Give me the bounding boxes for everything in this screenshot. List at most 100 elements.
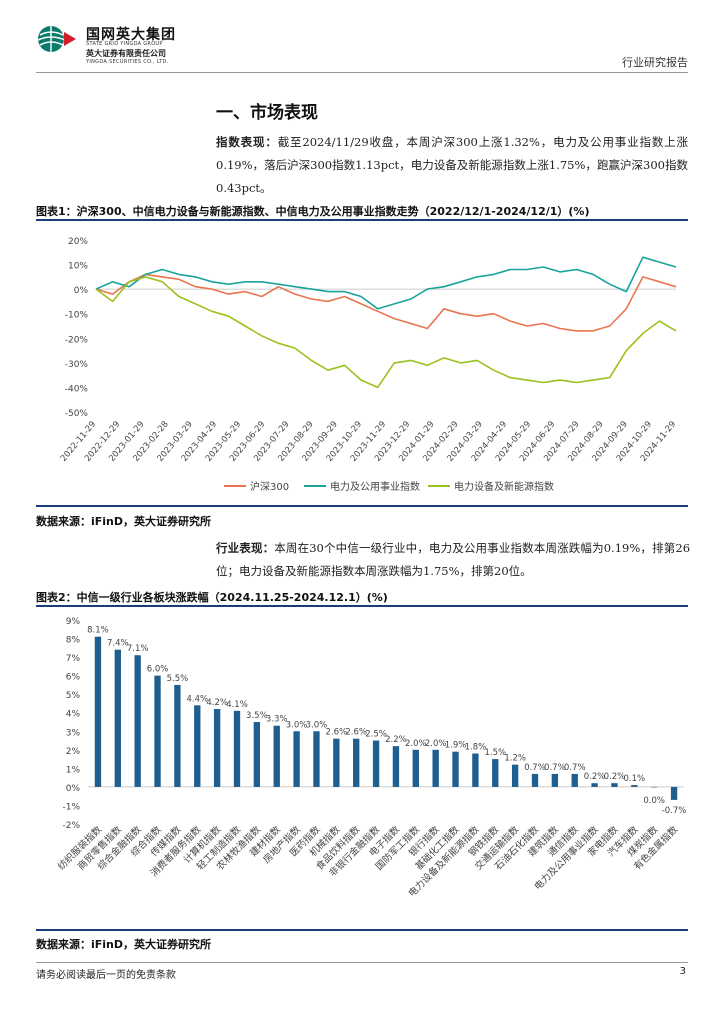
subsidiary-name-en: YINGDA SECURITIES CO., LTD.: [86, 59, 169, 65]
index-trend-line-chart: 20%10%0%-10%-20%-30%-40%-50%2022-11-2920…: [59, 237, 678, 493]
bar: [392, 746, 400, 787]
bar: [253, 722, 261, 787]
bar: [551, 773, 559, 787]
y-tick-label: 3%: [66, 728, 81, 738]
bar: [333, 738, 340, 787]
bar-value-label: 1.8%: [465, 743, 487, 753]
y-tick-label: 2%: [66, 747, 81, 757]
bar-value-label: 2.0%: [405, 739, 427, 749]
industry-returns-bar-chart: 9%8%7%6%5%4%3%2%1%0%-1%-2%8.1%纺织服装指数7.4%…: [55, 617, 687, 899]
bar-value-label: -0.7%: [662, 806, 687, 816]
y-tick-label: 7%: [66, 654, 81, 664]
bar-value-label: 0.0%: [643, 796, 665, 806]
bar: [432, 749, 439, 787]
bar-value-label: 0.7%: [564, 763, 586, 773]
legend-label-0: 沪深300: [250, 480, 289, 493]
bar: [174, 684, 181, 787]
y-tick-label: -10%: [65, 311, 89, 321]
bar: [591, 783, 598, 787]
bar-value-label: 4.4%: [186, 694, 208, 704]
bar: [531, 773, 539, 787]
series-line-2: [95, 276, 677, 389]
bar: [511, 764, 519, 787]
bar-value-label: 0.7%: [544, 763, 566, 773]
industry-performance-label: 行业表现：: [216, 541, 275, 555]
bar-value-label: 6.0%: [147, 665, 169, 675]
bar-value-label: 1.9%: [445, 741, 467, 751]
industry-performance-paragraph: 行业表现：本周在30个中信一级行业中，电力及公用事业指数本周涨跌幅为0.19%，…: [216, 537, 690, 583]
bar-value-label: 0.1%: [624, 774, 646, 784]
state-grid-logo-icon: [37, 26, 76, 52]
bar-value-label: 0.7%: [524, 763, 546, 773]
legend-label-2: 电力设备及新能源指数: [454, 480, 554, 493]
footer-disclaimer: 请务必阅读最后一页的免责条款: [36, 970, 176, 981]
y-tick-label: 4%: [66, 710, 81, 720]
index-performance-text: 截至2024/11/29收盘，本周沪深300上涨1.32%，电力及公用事业指数上…: [216, 135, 689, 195]
y-tick-label: 0%: [66, 784, 81, 794]
y-tick-label: -30%: [65, 360, 89, 370]
y-tick-label: 6%: [66, 673, 81, 683]
bar-value-label: 2.5%: [365, 730, 387, 740]
section-title: 一、市场表现: [216, 103, 318, 123]
bar: [114, 649, 121, 787]
bar: [452, 751, 459, 787]
bar-value-label: 0.2%: [584, 772, 606, 782]
bar-value-label: 7.4%: [107, 639, 129, 649]
bar: [233, 710, 241, 787]
bar: [273, 725, 280, 787]
bar-value-label: 0.2%: [604, 772, 626, 782]
bar-value-label: 2.2%: [385, 735, 407, 745]
footer-divider: [36, 962, 688, 963]
bar: [670, 786, 678, 800]
bar: [412, 749, 419, 787]
bar-value-label: 4.2%: [206, 698, 228, 708]
series-line-0: [95, 273, 677, 332]
subsidiary-name-cn: 英大证券有限责任公司: [86, 49, 166, 58]
y-tick-label: -20%: [65, 335, 89, 345]
figure1-bottom-rule: [36, 505, 688, 507]
bar: [134, 655, 141, 787]
y-tick-label: 10%: [68, 262, 88, 272]
y-tick-label: -50%: [65, 409, 89, 419]
bar-value-label: 2.0%: [425, 739, 447, 749]
bar-value-label: 4.1%: [226, 700, 248, 710]
bar: [651, 786, 658, 788]
bar: [571, 773, 578, 787]
bar-value-label: 2.6%: [326, 728, 348, 738]
bar: [472, 753, 479, 787]
page-number: 3: [679, 966, 686, 977]
y-tick-label: 5%: [66, 691, 81, 701]
bar: [611, 783, 618, 787]
bar-value-label: 2.6%: [345, 728, 367, 738]
index-performance-label: 指数表现：: [216, 135, 278, 149]
y-tick-label: -1%: [62, 802, 80, 812]
bar-value-label: 1.2%: [504, 754, 526, 764]
bar: [293, 731, 300, 787]
bar: [194, 705, 201, 787]
y-tick-label: -40%: [65, 384, 89, 394]
bar: [313, 731, 320, 787]
series-line-1: [95, 256, 677, 310]
document-type: 行业研究报告: [622, 56, 688, 69]
bar: [372, 740, 380, 787]
bar-value-label: 5.5%: [167, 674, 189, 684]
y-tick-label: 1%: [66, 765, 81, 775]
bar: [353, 738, 360, 787]
bar: [94, 636, 102, 787]
legend-label-1: 电力及公用事业指数: [330, 480, 420, 493]
industry-performance-text: 本周在30个中信一级行业中，电力及公用事业指数本周涨跌幅为0.19%，排第26位…: [216, 541, 691, 578]
y-tick-label: 20%: [68, 237, 88, 247]
bar-value-label: 3.0%: [306, 720, 328, 730]
company-name-en: STATE GRID YINGDA GROUP: [86, 41, 163, 47]
report-header: 国网英大集团 STATE GRID YINGDA GROUP 英大证券有限责任公…: [0, 0, 724, 74]
header-divider: [36, 72, 688, 73]
y-tick-label: 8%: [66, 636, 81, 646]
bar-value-label: 3.3%: [266, 715, 288, 725]
figure1-source: 数据来源：iFinD，英大证券研究所: [36, 515, 212, 528]
figure2-source: 数据来源：iFinD，英大证券研究所: [36, 938, 212, 951]
bar-value-label: 3.0%: [286, 720, 308, 730]
figure2-title: 图表2：中信一级行业各板块涨跌幅（2024.11.25-2024.12.1）(%…: [36, 591, 388, 604]
y-tick-label: 0%: [74, 286, 89, 296]
bar-value-label: 7.1%: [127, 644, 149, 654]
figure1-title: 图表1：沪深300、中信电力设备与新能源指数、中信电力及公用事业指数走势（202…: [36, 205, 590, 218]
